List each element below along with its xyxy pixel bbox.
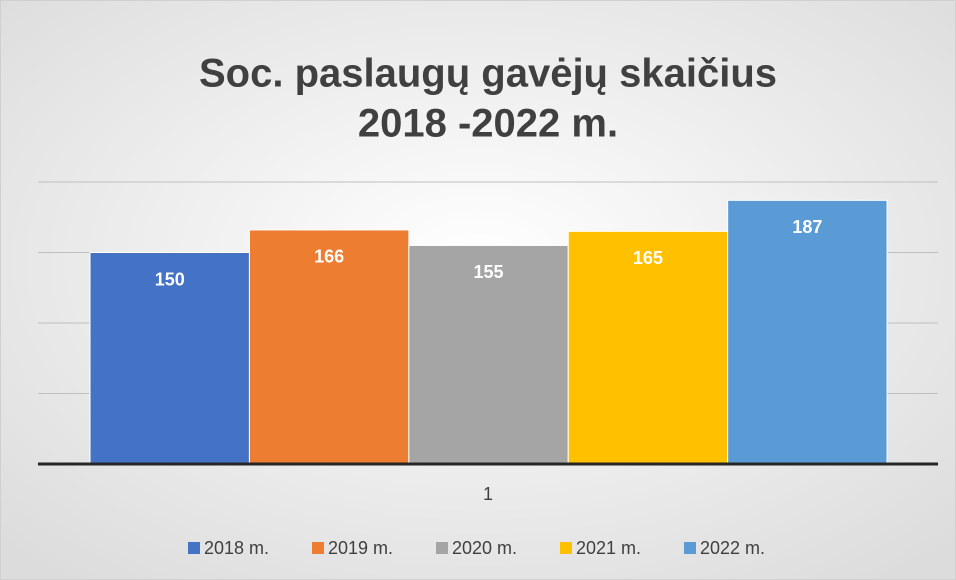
bar bbox=[567, 230, 729, 465]
legend-swatch bbox=[684, 542, 696, 554]
data-label: 155 bbox=[474, 262, 504, 282]
x-tick-label: 1 bbox=[483, 484, 493, 504]
legend-label: 2021 m. bbox=[576, 538, 641, 558]
legend-label: 2019 m. bbox=[328, 538, 393, 558]
bar bbox=[89, 252, 250, 465]
chart-title: Soc. paslaugų gavėjų skaičius bbox=[199, 52, 777, 96]
bar bbox=[727, 199, 888, 465]
data-label: 150 bbox=[155, 269, 185, 289]
legend-swatch bbox=[312, 542, 324, 554]
legend-label: 2022 m. bbox=[700, 538, 765, 558]
bar bbox=[248, 229, 410, 465]
data-label: 187 bbox=[792, 217, 822, 237]
chart-title: 2018 -2022 m. bbox=[358, 102, 618, 146]
legend-swatch bbox=[436, 542, 448, 554]
legend-label: 2018 m. bbox=[204, 538, 269, 558]
legend-label: 2020 m. bbox=[452, 538, 517, 558]
data-label: 166 bbox=[314, 247, 344, 267]
legend-swatch bbox=[188, 542, 200, 554]
legend-swatch bbox=[560, 542, 572, 554]
bar bbox=[408, 244, 569, 465]
data-label: 165 bbox=[633, 248, 663, 268]
